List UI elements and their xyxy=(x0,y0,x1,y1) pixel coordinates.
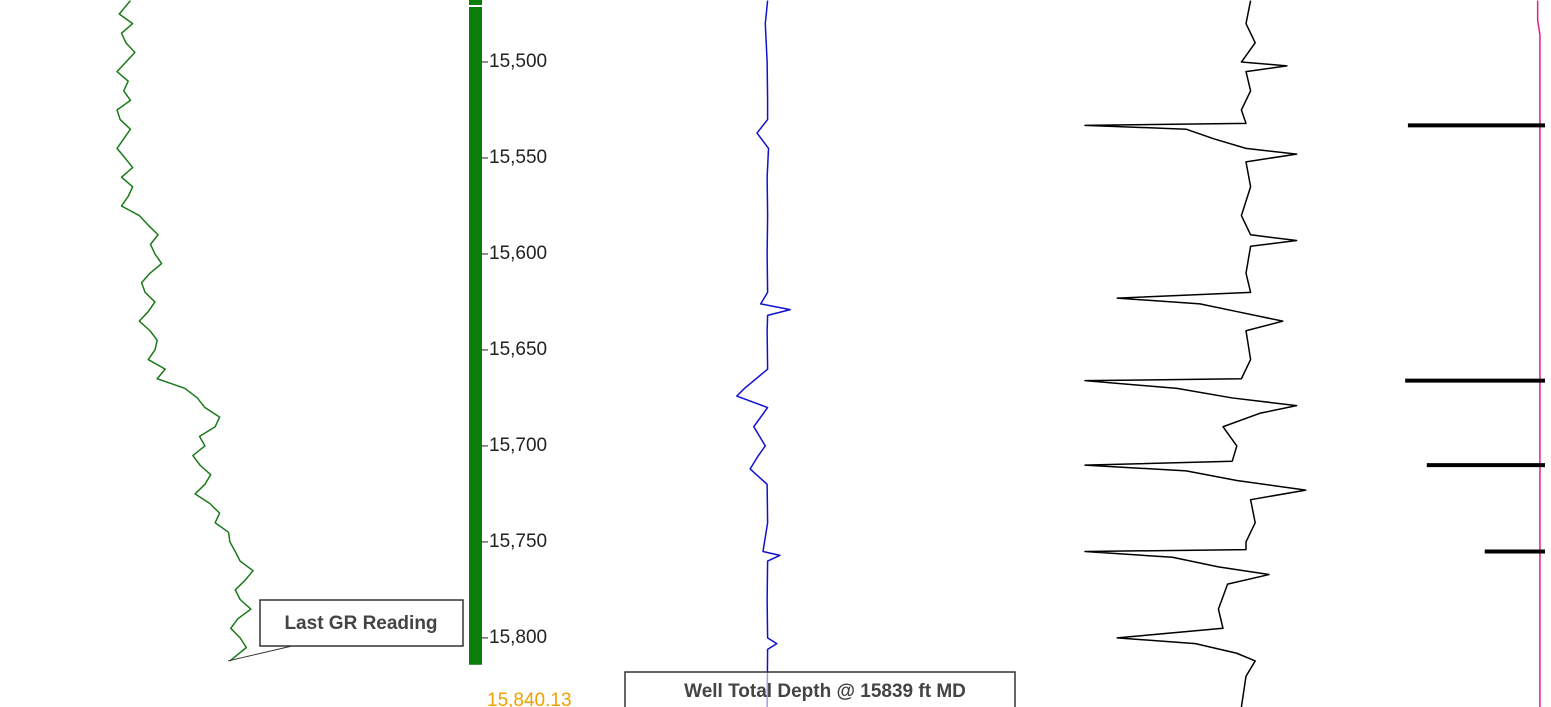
annotations: Last GR Reading Well Total Depth @ 15839 … xyxy=(227,599,1016,707)
y-tick-label: 15,600 xyxy=(489,243,547,264)
depth-track: 15,500 15,550 15,600 15,650 15,700 15,750 15,8… xyxy=(469,0,572,707)
log-curve xyxy=(736,0,791,707)
annotation-box xyxy=(624,671,1016,707)
depth-bar xyxy=(469,0,482,665)
annotation-text: Last GR Reading xyxy=(284,613,437,634)
y-tick-label: 15,650 xyxy=(489,339,547,360)
y-tick-label: 15,550 xyxy=(489,147,547,168)
y-tick-label: 15,500 xyxy=(489,51,547,72)
annotation-text: Well Total Depth @ 15839 ft MD xyxy=(684,681,966,702)
current-depth-label: 15,840.13 xyxy=(487,690,572,707)
log-curve xyxy=(116,0,254,662)
curves xyxy=(116,0,1545,707)
log-curve xyxy=(1536,0,1541,707)
y-tick-label: 15,700 xyxy=(489,435,547,456)
log-curve xyxy=(1084,0,1307,707)
annotation-box xyxy=(259,599,464,647)
y-tick-label: 15,800 xyxy=(489,627,547,648)
y-tick-label: 15,750 xyxy=(489,531,547,552)
leader-line xyxy=(227,645,293,662)
